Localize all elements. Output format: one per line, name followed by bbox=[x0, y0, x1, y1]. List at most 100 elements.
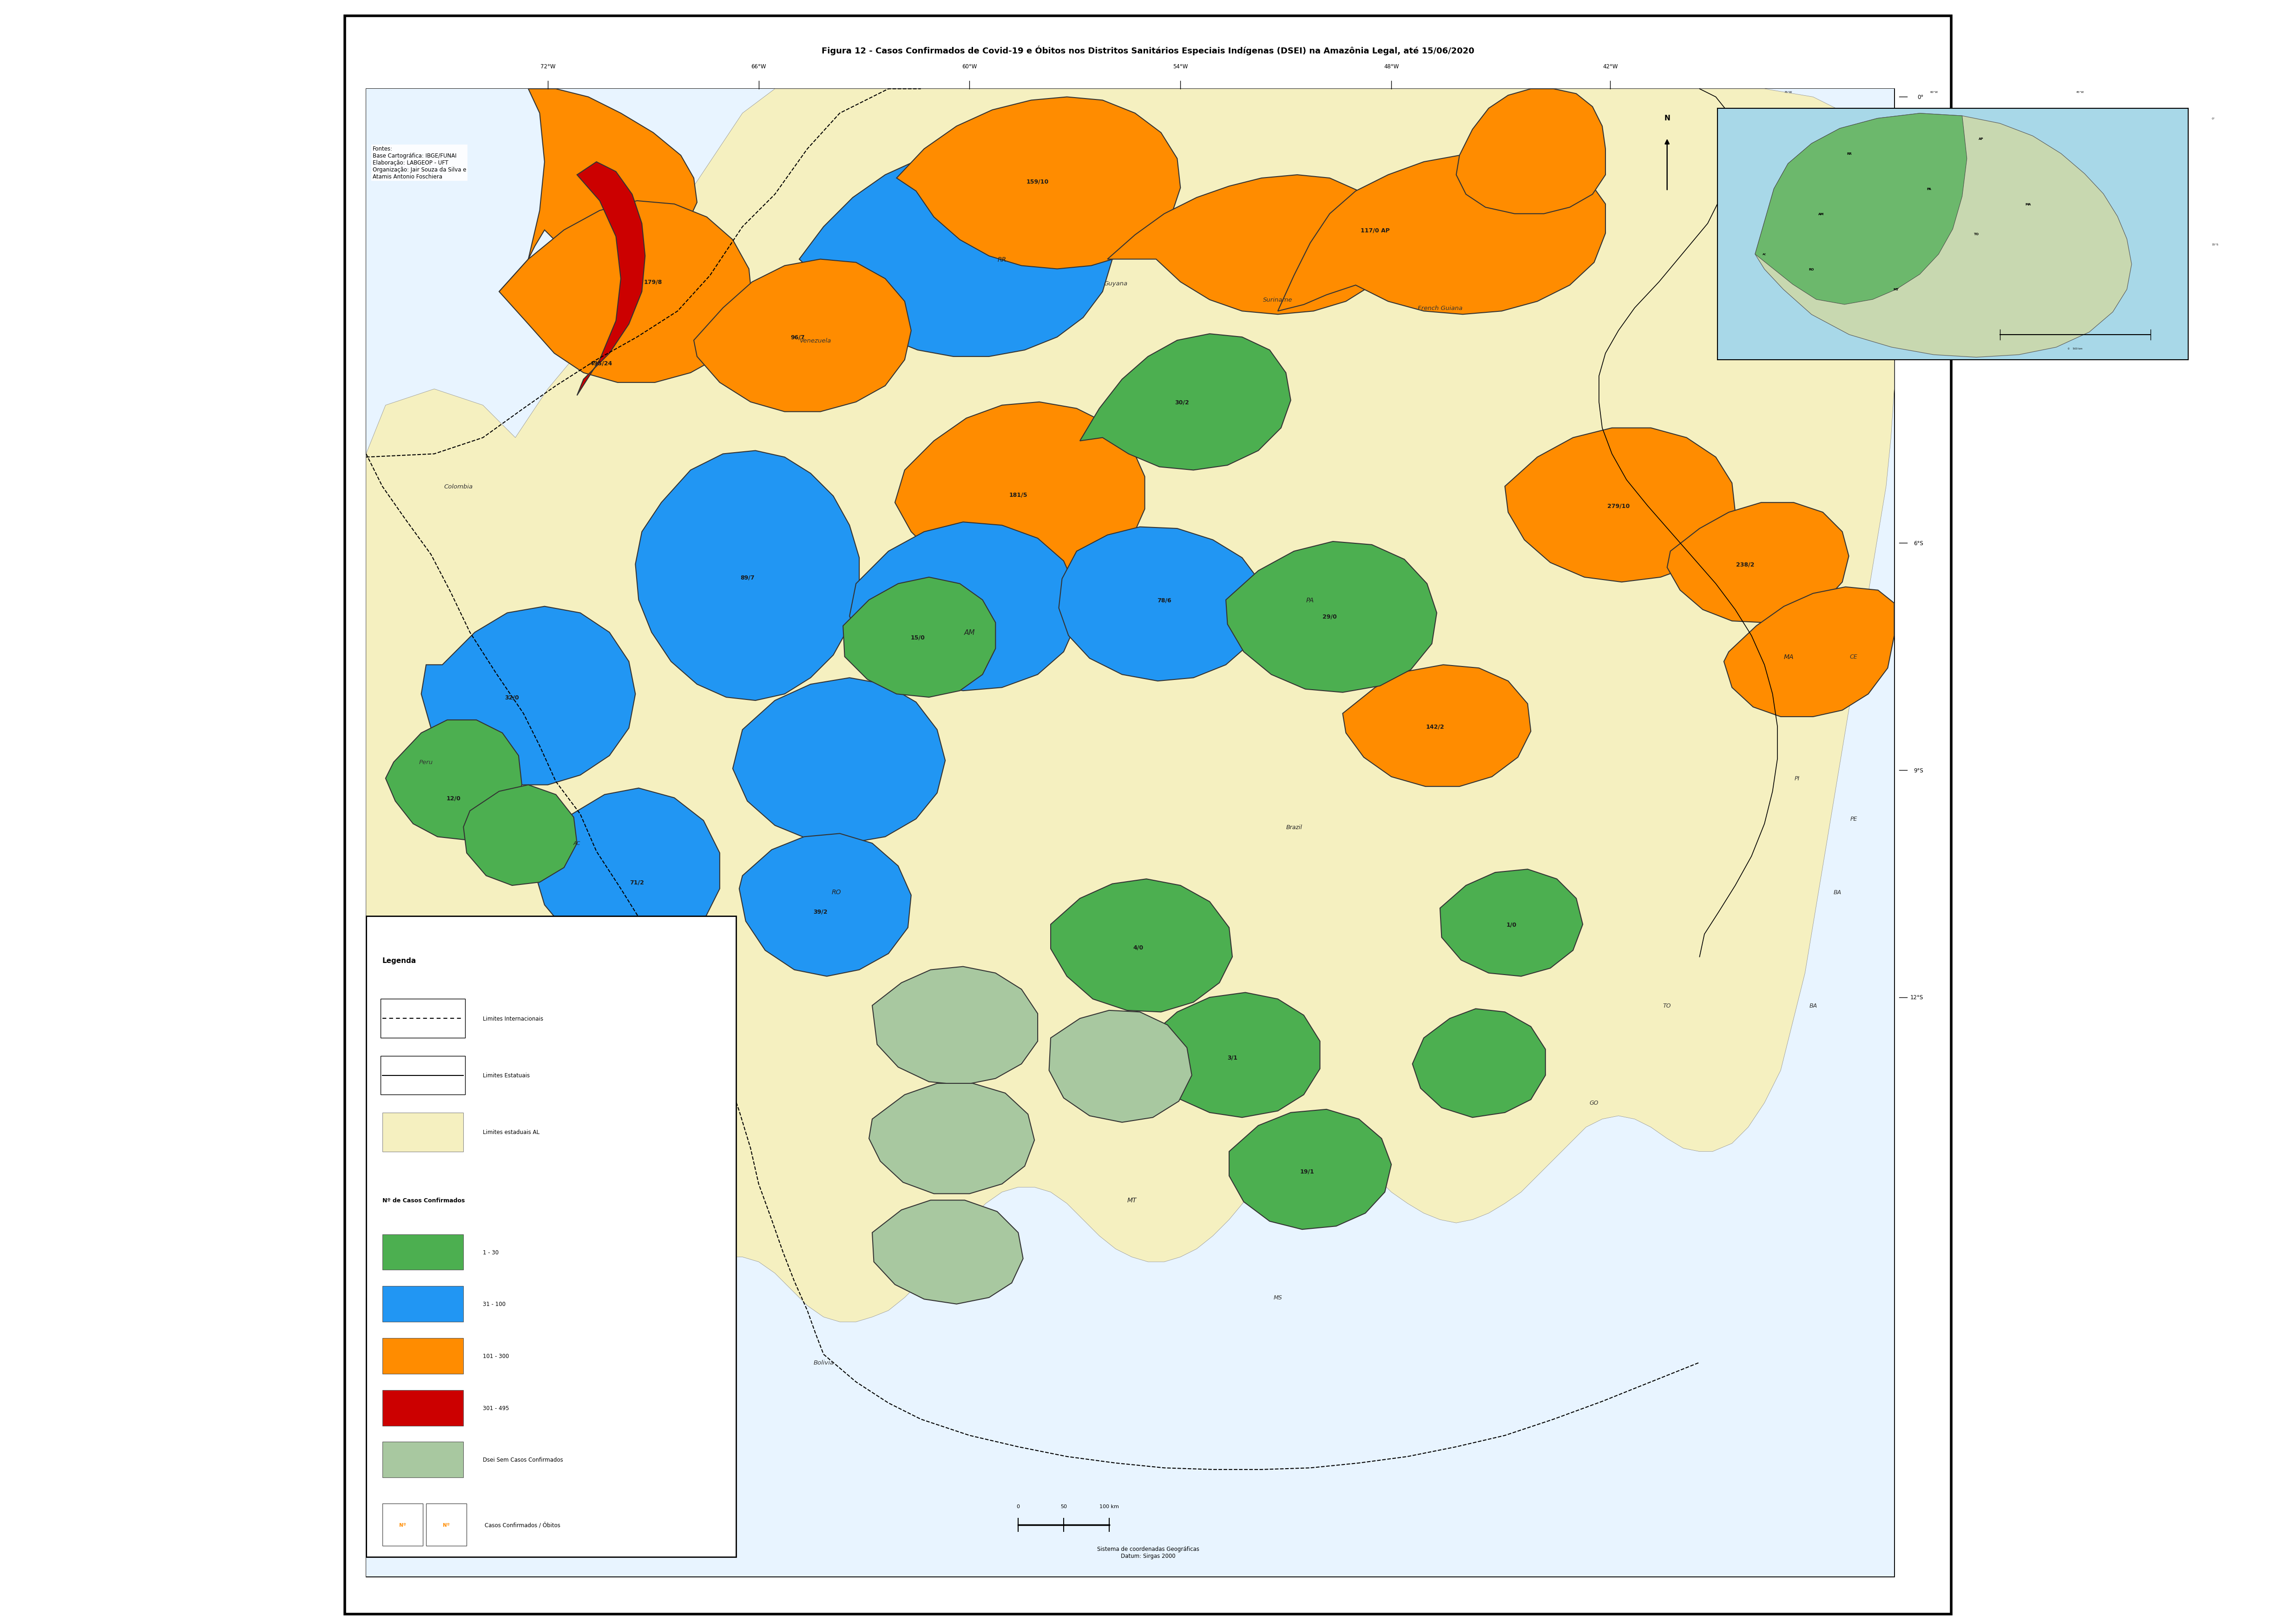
Text: 9°S: 9°S bbox=[1915, 767, 1924, 774]
Text: 3/1: 3/1 bbox=[1228, 1054, 1238, 1061]
Bar bbox=[383, 1442, 464, 1478]
Text: 71/2: 71/2 bbox=[629, 879, 645, 886]
Text: 19/1: 19/1 bbox=[1300, 1168, 1313, 1174]
Text: Fontes:
Base Cartográfica: IBGE/FUNAI
Elaboração: LABGEOP - UFT
Organização: Jai: Fontes: Base Cartográfica: IBGE/FUNAI El… bbox=[372, 146, 466, 180]
Polygon shape bbox=[420, 607, 636, 785]
Text: 60°W: 60°W bbox=[962, 63, 978, 70]
Bar bbox=[383, 1338, 464, 1374]
Bar bbox=[381, 999, 466, 1038]
Text: RR: RR bbox=[996, 256, 1006, 263]
Text: 32/0: 32/0 bbox=[505, 694, 519, 701]
Text: AM: AM bbox=[1818, 212, 1823, 216]
Text: 15/0: 15/0 bbox=[912, 634, 925, 641]
Polygon shape bbox=[636, 451, 859, 701]
Text: 39/2: 39/2 bbox=[813, 908, 827, 915]
Polygon shape bbox=[1504, 428, 1736, 582]
Text: 301 - 495: 301 - 495 bbox=[482, 1405, 510, 1411]
Bar bbox=[383, 1504, 422, 1546]
Text: Sistema de coordenadas Geográficas
Datum: Sirgas 2000: Sistema de coordenadas Geográficas Datum… bbox=[1097, 1546, 1199, 1559]
Text: PA: PA bbox=[1926, 188, 1931, 190]
Text: RR: RR bbox=[1846, 152, 1851, 156]
Polygon shape bbox=[576, 162, 645, 396]
Text: 66°W: 66°W bbox=[751, 63, 767, 70]
Text: N: N bbox=[1665, 115, 1669, 122]
Polygon shape bbox=[365, 89, 1894, 1387]
Polygon shape bbox=[693, 260, 912, 412]
Text: Limites Estatuais: Limites Estatuais bbox=[482, 1072, 530, 1079]
Text: Casos Confirmados / Óbitos: Casos Confirmados / Óbitos bbox=[484, 1521, 560, 1528]
Polygon shape bbox=[1412, 1009, 1545, 1118]
Polygon shape bbox=[1079, 334, 1290, 470]
Text: Nº: Nº bbox=[443, 1523, 450, 1526]
Text: 142/2: 142/2 bbox=[1426, 723, 1444, 730]
Text: 117/0 AP: 117/0 AP bbox=[1362, 227, 1389, 234]
Text: 50: 50 bbox=[1061, 1504, 1068, 1508]
Text: RO: RO bbox=[831, 889, 840, 895]
Text: 101 - 300: 101 - 300 bbox=[482, 1353, 510, 1359]
Polygon shape bbox=[843, 577, 996, 697]
Text: 15°S: 15°S bbox=[2211, 243, 2218, 245]
Text: AM: AM bbox=[964, 629, 976, 636]
Text: 495/24: 495/24 bbox=[590, 360, 613, 367]
Polygon shape bbox=[1107, 175, 1391, 315]
Polygon shape bbox=[1440, 869, 1582, 976]
Text: 159/10: 159/10 bbox=[1026, 178, 1049, 185]
Text: 42°W: 42°W bbox=[1603, 63, 1619, 70]
Polygon shape bbox=[799, 146, 1111, 357]
Text: PA: PA bbox=[1306, 597, 1313, 603]
Text: RO: RO bbox=[1809, 268, 1814, 271]
Polygon shape bbox=[1226, 542, 1437, 693]
Polygon shape bbox=[1049, 1011, 1192, 1122]
Text: TO: TO bbox=[1975, 234, 1979, 235]
Polygon shape bbox=[895, 402, 1146, 584]
Polygon shape bbox=[850, 522, 1077, 691]
Text: 6°S: 6°S bbox=[1915, 540, 1924, 547]
Text: Peru: Peru bbox=[420, 759, 434, 766]
Polygon shape bbox=[1754, 114, 1968, 305]
Bar bbox=[383, 1234, 464, 1270]
Text: 279/10: 279/10 bbox=[1607, 503, 1630, 509]
Text: MA: MA bbox=[2025, 203, 2032, 206]
Text: Legenda: Legenda bbox=[383, 957, 416, 963]
Polygon shape bbox=[1754, 114, 2131, 357]
Bar bbox=[383, 1113, 464, 1152]
Text: 1 - 30: 1 - 30 bbox=[482, 1249, 498, 1255]
Polygon shape bbox=[1052, 879, 1233, 1012]
Text: PI: PI bbox=[1793, 775, 1800, 782]
Polygon shape bbox=[498, 201, 753, 383]
Polygon shape bbox=[732, 678, 946, 843]
Text: Nº: Nº bbox=[400, 1523, 406, 1526]
Polygon shape bbox=[1279, 152, 1605, 315]
Text: GO: GO bbox=[1589, 1100, 1598, 1106]
Text: 4/0: 4/0 bbox=[1134, 944, 1143, 950]
Polygon shape bbox=[739, 834, 912, 976]
Polygon shape bbox=[535, 788, 719, 954]
Text: 3°S: 3°S bbox=[1915, 313, 1924, 320]
Bar bbox=[365, 916, 737, 1557]
Text: 30/2: 30/2 bbox=[1176, 399, 1189, 406]
Text: 78/6: 78/6 bbox=[1157, 597, 1171, 603]
Polygon shape bbox=[868, 1083, 1035, 1194]
Polygon shape bbox=[1343, 665, 1531, 787]
Text: 12°S: 12°S bbox=[1910, 994, 1924, 1001]
Text: 179/8: 179/8 bbox=[645, 279, 661, 285]
Text: MA: MA bbox=[1784, 654, 1793, 660]
Text: 181/5: 181/5 bbox=[1008, 491, 1026, 498]
Polygon shape bbox=[895, 97, 1180, 269]
Text: 12/0: 12/0 bbox=[445, 795, 461, 801]
Text: 0°: 0° bbox=[1917, 94, 1924, 101]
Text: MS: MS bbox=[1274, 1294, 1281, 1301]
Text: MT: MT bbox=[1894, 289, 1899, 290]
Text: TO: TO bbox=[1662, 1002, 1671, 1009]
Text: 0    500 km: 0 500 km bbox=[2069, 347, 2082, 350]
Text: French Guiana: French Guiana bbox=[1417, 305, 1463, 311]
Bar bbox=[383, 1286, 464, 1322]
Text: Figura 12 - Casos Confirmados de Covid-19 e Óbitos nos Distritos Sanitários Espe: Figura 12 - Casos Confirmados de Covid-1… bbox=[822, 45, 1474, 55]
Text: 0: 0 bbox=[1017, 1504, 1019, 1508]
Text: 29/0: 29/0 bbox=[1322, 613, 1336, 620]
Text: 72°W: 72°W bbox=[540, 63, 556, 70]
Text: AC: AC bbox=[1763, 253, 1766, 256]
Text: 96/7: 96/7 bbox=[790, 334, 804, 341]
Polygon shape bbox=[1228, 1109, 1391, 1229]
Text: Guyana: Guyana bbox=[1104, 281, 1127, 287]
